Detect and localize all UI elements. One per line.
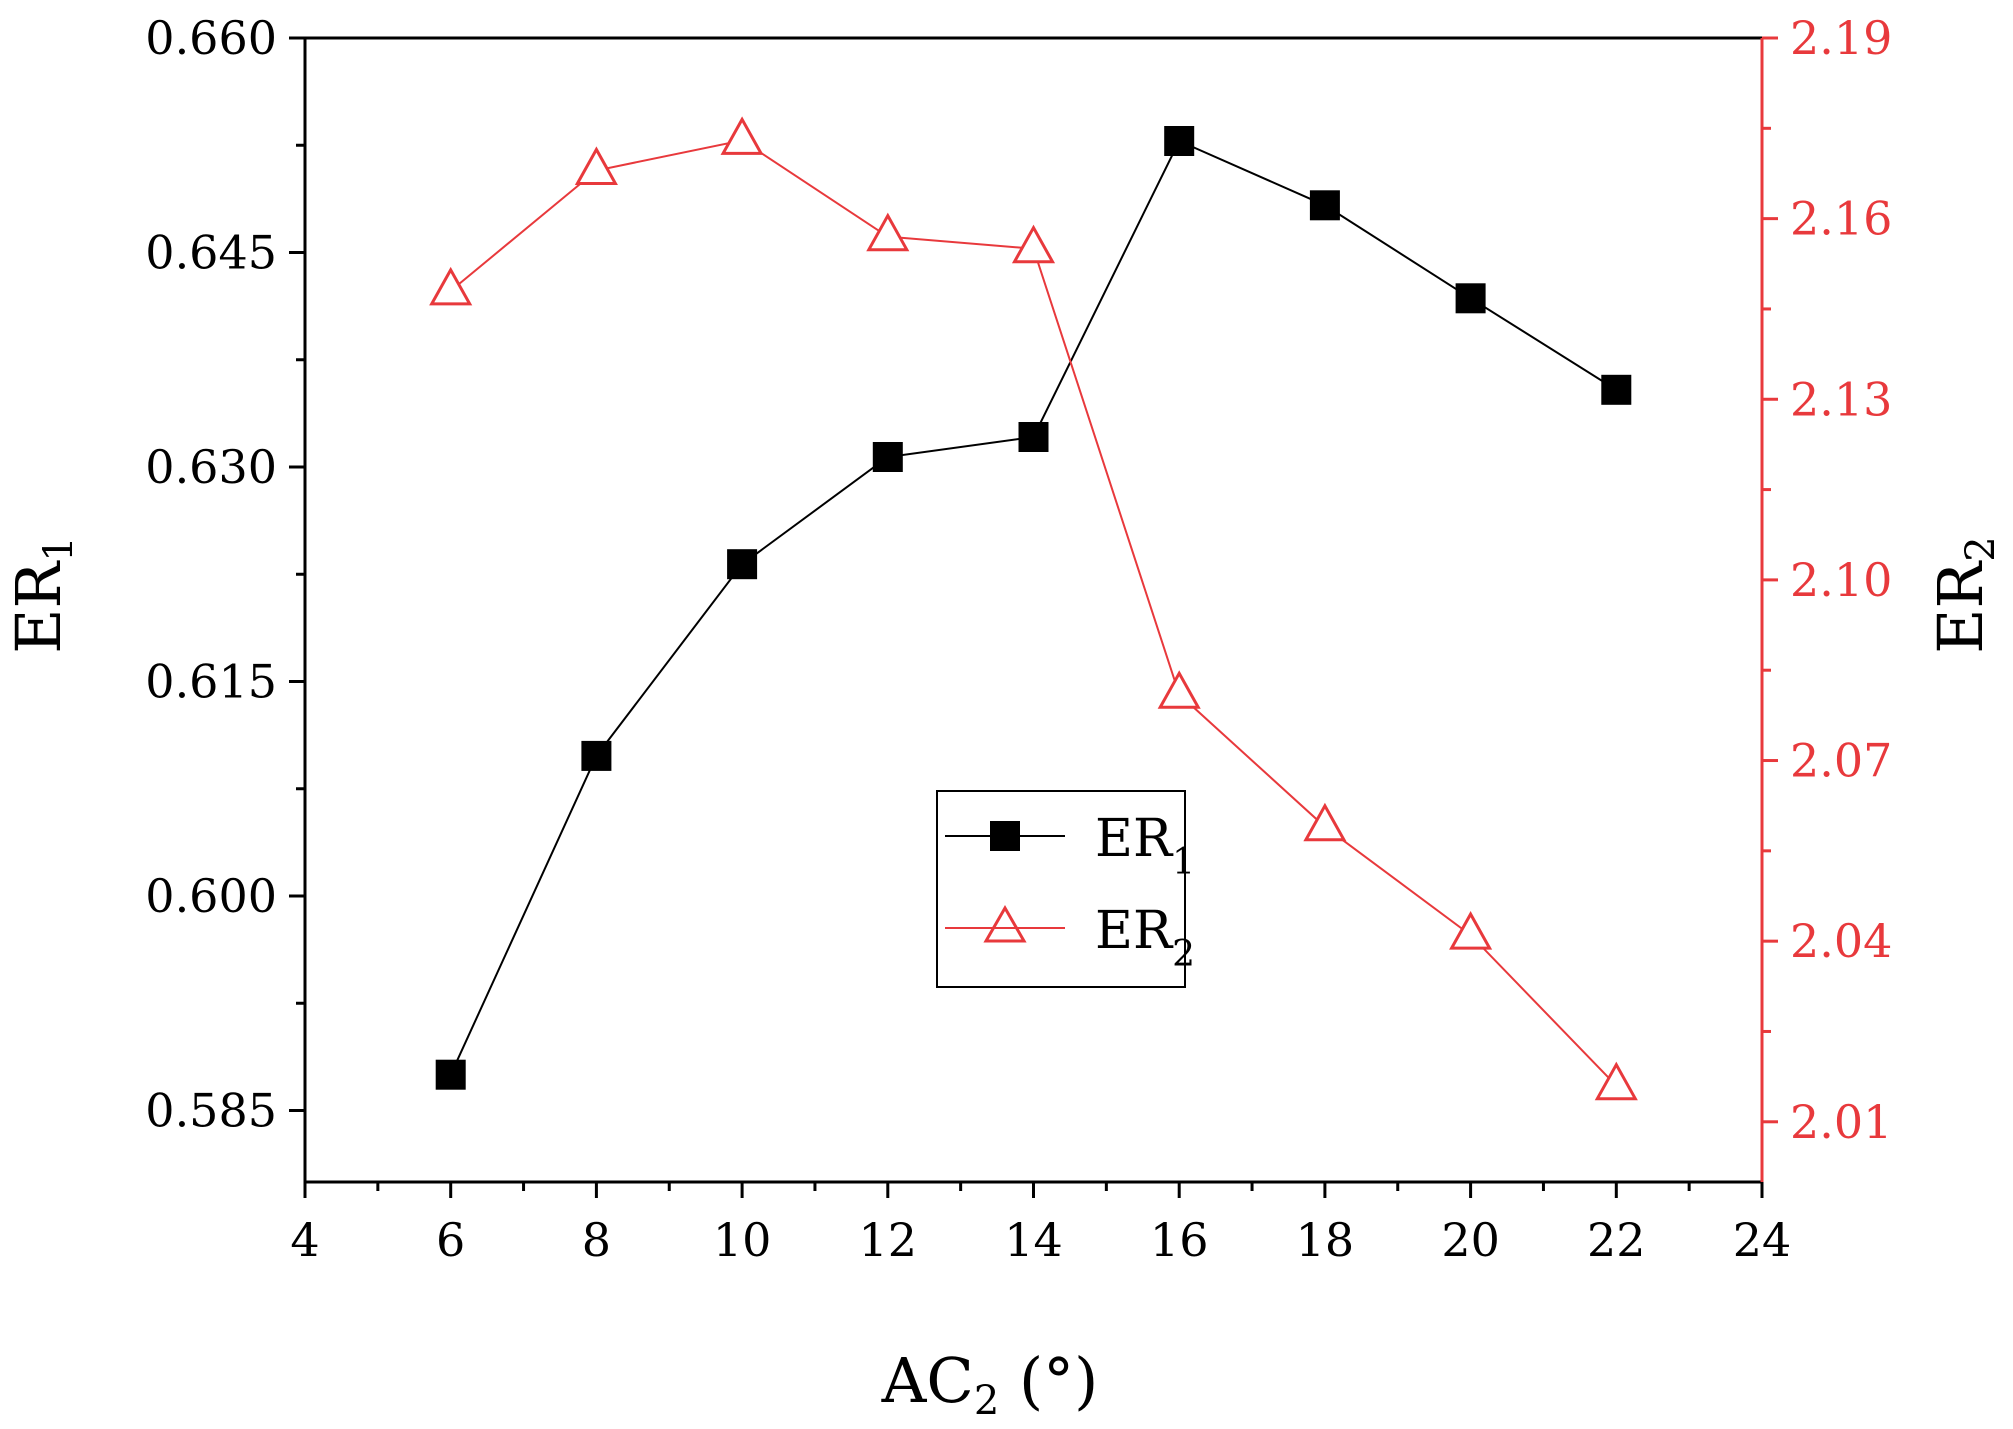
y-right-tick-label: 2.07 (1790, 734, 1892, 788)
x-tick-label: 8 (582, 1213, 611, 1267)
y-axis-left-title: ER1 (2, 536, 82, 653)
x-tick-label: 18 (1296, 1213, 1355, 1267)
y-right-tick-label: 2.10 (1790, 553, 1892, 607)
legend-label-er1-sub: 1 (1172, 842, 1195, 883)
y-left-tick-label: 0.585 (145, 1084, 277, 1138)
series-layer (429, 116, 1638, 1101)
y-right-tick-label: 2.13 (1790, 372, 1892, 426)
legend: ER1 ER2 (936, 790, 1195, 988)
y-axis-left-title-sub: 1 (36, 536, 82, 561)
x-tick-label: 12 (859, 1213, 918, 1267)
x-axis-title-sub: 2 (974, 1378, 999, 1424)
plot-frame (303, 36, 1764, 1184)
legend-marker-er1 (990, 821, 1020, 851)
point-er1-20 (1455, 283, 1486, 314)
x-tick-label: 24 (1733, 1213, 1792, 1267)
point-er2-22 (1594, 1061, 1638, 1101)
point-er2-6 (429, 266, 473, 306)
point-er1-10 (727, 549, 758, 580)
legend-box (936, 790, 1186, 988)
point-er2-14 (1011, 224, 1056, 264)
legend-marker-er2 (983, 904, 1027, 943)
y-left-tick-label: 0.630 (145, 440, 277, 494)
x-tick-label: 16 (1150, 1213, 1209, 1267)
y-left-tick-label: 0.600 (145, 869, 277, 923)
y-axis-right-title: ER2 (1924, 536, 2004, 653)
legend-label-er2-sub: 2 (1172, 934, 1195, 975)
point-er1-16 (1164, 126, 1195, 156)
point-er2-12 (866, 212, 910, 252)
y-right-tick-label: 2.16 (1790, 192, 1892, 246)
x-axis-title-main: AC (881, 1344, 974, 1417)
y-left-tick-label: 0.660 (145, 11, 277, 65)
point-er1-22 (1601, 374, 1632, 405)
point-er1-6 (435, 1059, 466, 1090)
y-left-tick-label: 0.615 (145, 655, 277, 709)
point-er2-16 (1157, 670, 1201, 709)
point-er1-12 (872, 442, 903, 472)
x-tick-label: 20 (1441, 1213, 1500, 1267)
legend-label-er2: ER2 (1095, 901, 1195, 975)
point-er2-8 (574, 146, 618, 185)
x-axis-title-suffix: (°) (999, 1344, 1098, 1417)
point-er1-18 (1309, 190, 1340, 221)
y-left-tick-label: 0.645 (145, 226, 277, 280)
y-axis-right-title-main: ER (1924, 559, 1997, 653)
y-axis-left-title-main: ER (2, 559, 75, 653)
y-right-tick-label: 2.19 (1790, 11, 1892, 65)
legend-label-er2-main: ER (1095, 901, 1174, 961)
y-right-tick-label: 2.04 (1790, 914, 1892, 968)
y-right-tick-label: 2.01 (1790, 1095, 1892, 1149)
point-er2-20 (1449, 911, 1493, 950)
legend-label-er1: ER1 (1095, 809, 1195, 883)
point-er2-18 (1303, 802, 1347, 842)
x-tick-label: 6 (436, 1213, 465, 1267)
point-er2-10 (720, 116, 764, 155)
x-tick-label: 22 (1587, 1213, 1646, 1267)
point-er1-14 (1018, 422, 1049, 452)
y-axis-right: 2.01 2.04 2.07 2.10 2.13 2.16 2.19 (1762, 11, 1892, 1149)
x-tick-label: 14 (1004, 1213, 1063, 1267)
point-er1-8 (581, 740, 612, 771)
x-axis-title: AC2 (°) (881, 1344, 1099, 1424)
x-tick-label: 10 (713, 1213, 772, 1267)
x-tick-label: 4 (290, 1213, 319, 1267)
y-axis-left: 0.585 0.600 0.615 0.630 0.645 0.660 (145, 11, 305, 1138)
x-axis: 4 6 8 10 12 14 16 18 20 22 24 (290, 1182, 1791, 1267)
legend-label-er1-main: ER (1095, 809, 1174, 869)
y-axis-right-title-sub: 2 (1958, 536, 2004, 561)
